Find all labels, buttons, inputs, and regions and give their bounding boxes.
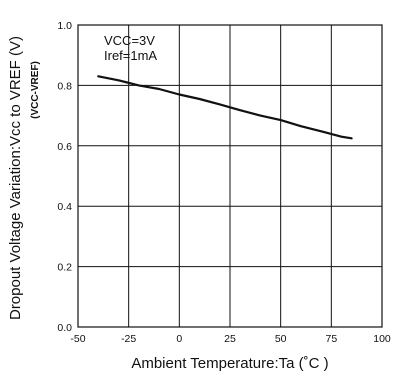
- x-tick-label: -25: [121, 333, 136, 345]
- x-axis-title: Ambient Temperature:Ta (˚C ): [131, 355, 328, 372]
- y-tick-label: 0.8: [57, 80, 72, 92]
- x-tick-label: 100: [373, 333, 391, 345]
- data-point: [341, 136, 342, 138]
- y-tick-label: 1.0: [57, 20, 72, 32]
- data-point: [178, 94, 180, 95]
- series-layer: [97, 75, 353, 140]
- y-axis-title: Dropout Voltage Variation:Vcc to VREF (V…: [7, 36, 24, 320]
- x-tick-label: 50: [275, 333, 287, 345]
- y-axis-subtitle: (VCC-VREF): [30, 61, 41, 119]
- data-point: [138, 84, 140, 86]
- data-point: [280, 119, 282, 121]
- data-point: [158, 88, 160, 90]
- series-line: [97, 75, 353, 140]
- y-tick-label: 0.6: [57, 141, 72, 153]
- x-tick-label: 75: [325, 333, 337, 345]
- data-point: [239, 109, 241, 111]
- x-tick-label: 0: [176, 333, 182, 345]
- x-tick-label: 25: [224, 333, 236, 345]
- data-point: [300, 125, 302, 127]
- data-point: [351, 137, 353, 139]
- annotation-iref: Iref=1mA: [104, 48, 157, 63]
- data-point: [259, 115, 261, 117]
- plot-area-frame: [77, 24, 383, 328]
- x-tick-label: -50: [70, 333, 85, 345]
- data-point: [199, 98, 201, 100]
- data-point: [118, 79, 119, 81]
- y-tick-label: 0.0: [57, 322, 72, 334]
- annotation-vcc: VCC=3V: [104, 33, 155, 48]
- data-point: [219, 103, 221, 105]
- y-tick-labels: 0.0 0.2 0.4 0.6 0.8 1.0: [57, 20, 72, 334]
- y-tick-label: 0.4: [57, 201, 72, 213]
- x-tick-labels: -50 -25 0 25 50 75 100: [70, 333, 391, 345]
- data-point: [97, 75, 99, 77]
- y-tick-label: 0.2: [57, 262, 72, 274]
- data-point: [320, 130, 322, 132]
- x-gridlines: [77, 25, 383, 327]
